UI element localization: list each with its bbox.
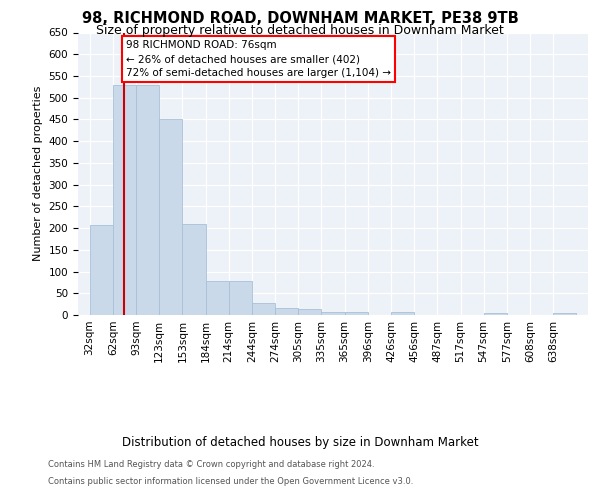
Text: Distribution of detached houses by size in Downham Market: Distribution of detached houses by size … xyxy=(122,436,478,449)
Bar xyxy=(113,84,136,315)
Bar xyxy=(275,308,298,315)
Bar xyxy=(322,312,344,315)
Text: Contains HM Land Registry data © Crown copyright and database right 2024.: Contains HM Land Registry data © Crown c… xyxy=(48,460,374,469)
Bar xyxy=(89,224,113,315)
Text: 98, RICHMOND ROAD, DOWNHAM MARKET, PE38 9TB: 98, RICHMOND ROAD, DOWNHAM MARKET, PE38 … xyxy=(82,11,518,26)
Bar xyxy=(159,120,182,315)
Bar xyxy=(344,312,368,315)
Bar xyxy=(136,84,159,315)
Bar xyxy=(252,303,275,315)
Text: Size of property relative to detached houses in Downham Market: Size of property relative to detached ho… xyxy=(96,24,504,37)
Bar xyxy=(484,313,507,315)
Y-axis label: Number of detached properties: Number of detached properties xyxy=(33,86,43,262)
Bar xyxy=(391,312,414,315)
Text: Contains public sector information licensed under the Open Government Licence v3: Contains public sector information licen… xyxy=(48,477,413,486)
Text: 98 RICHMOND ROAD: 76sqm
← 26% of detached houses are smaller (402)
72% of semi-d: 98 RICHMOND ROAD: 76sqm ← 26% of detache… xyxy=(126,40,391,78)
Bar xyxy=(182,224,205,315)
Bar xyxy=(298,310,322,315)
Bar xyxy=(553,313,577,315)
Bar xyxy=(205,281,229,315)
Bar xyxy=(229,281,252,315)
